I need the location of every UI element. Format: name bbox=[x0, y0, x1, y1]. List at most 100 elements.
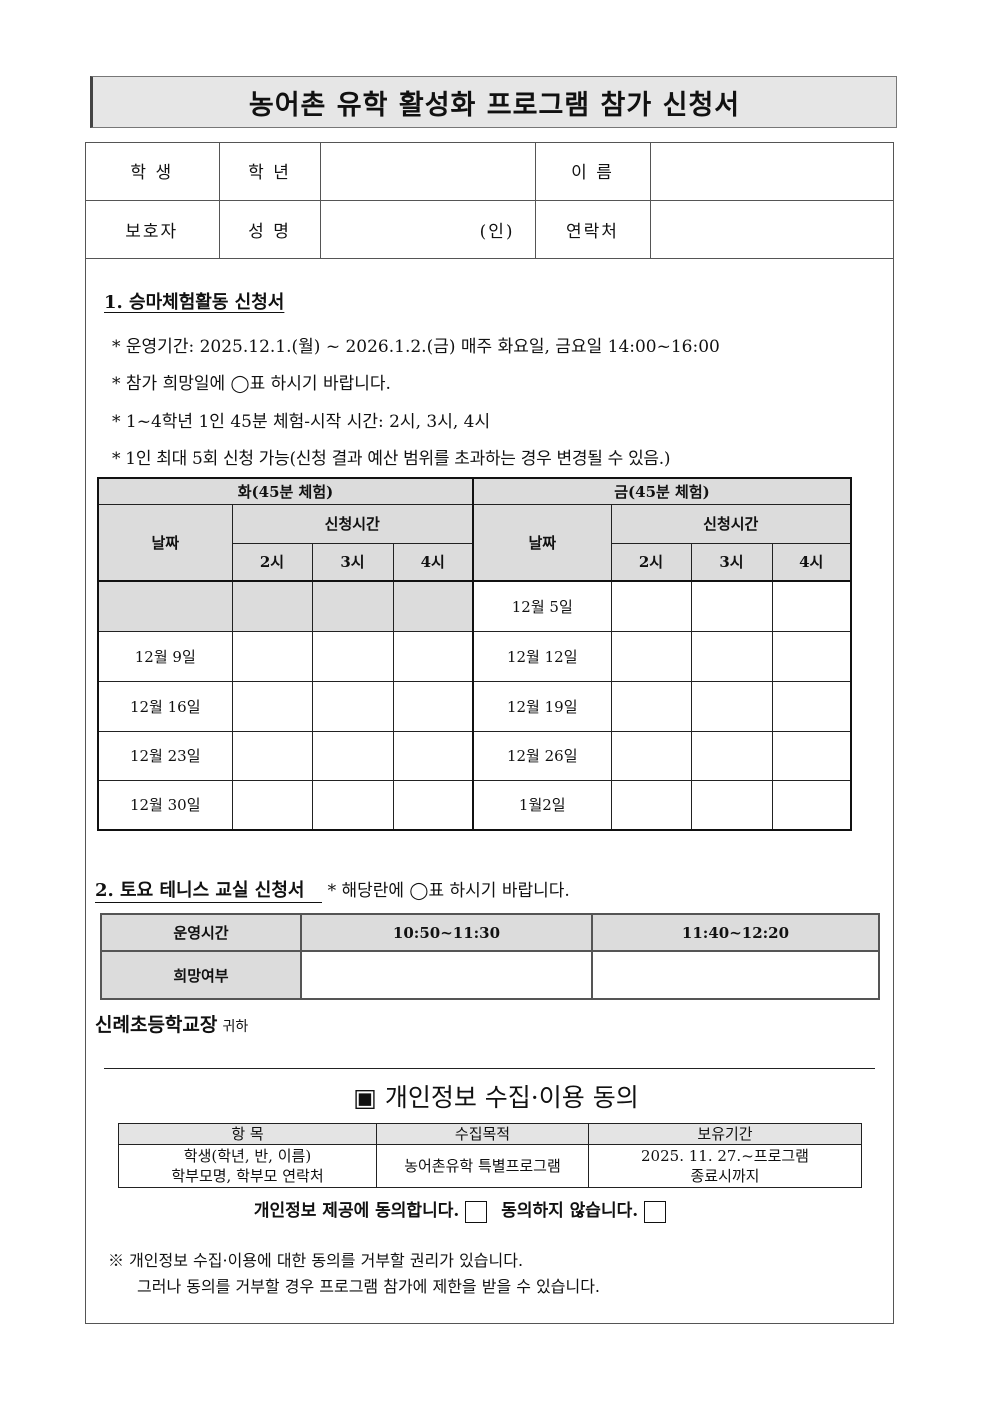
wish-label: 희망여부 bbox=[100, 950, 302, 1000]
tuesday-slot-cell bbox=[392, 580, 474, 632]
name-field[interactable] bbox=[649, 142, 894, 201]
student-label: 학 생 bbox=[85, 142, 220, 201]
friday-slot-cell[interactable] bbox=[610, 730, 692, 781]
tuesday-slot-cell[interactable] bbox=[392, 730, 474, 781]
friday-slot-cell[interactable] bbox=[771, 580, 852, 632]
period-line: 2025. 11. 27.~프로그램 bbox=[641, 1147, 809, 1165]
bullet: * 1~4학년 1인 45분 체험-시작 시간: 2시, 3시, 4시 bbox=[112, 412, 491, 432]
schedule-row: 12월 16일 12월 19일 bbox=[97, 680, 852, 732]
time-2pm: 2시 bbox=[231, 542, 313, 582]
consent-title: ▣ 개인정보 수집·이용 동의 bbox=[353, 1083, 639, 1112]
header-period: 보유기간 bbox=[588, 1123, 862, 1145]
section1-heading: 1. 승마체험활동 신청서 bbox=[104, 292, 285, 313]
tuesday-date: 12월 16일 bbox=[97, 680, 233, 732]
wish-cell-slot-2[interactable] bbox=[591, 950, 880, 1000]
time-3pm: 3시 bbox=[690, 542, 773, 582]
disagree-checkbox[interactable] bbox=[644, 1200, 667, 1223]
tuesday-date: 12월 9일 bbox=[97, 630, 233, 682]
consent-note: 그러나 동의를 거부할 경우 프로그램 참가에 제한을 받을 수 있습니다. bbox=[137, 1277, 601, 1296]
friday-slot-cell[interactable] bbox=[690, 680, 773, 732]
friday-date: 12월 19일 bbox=[472, 680, 612, 732]
time-2pm: 2시 bbox=[610, 542, 692, 582]
tuesday-slot-cell[interactable] bbox=[392, 680, 474, 732]
tuesday-slot-cell[interactable] bbox=[392, 779, 474, 831]
friday-slot-cell[interactable] bbox=[690, 730, 773, 781]
tuesday-slot-cell[interactable] bbox=[231, 630, 313, 682]
tuesday-slot-cell[interactable] bbox=[231, 680, 313, 732]
friday-slot-cell[interactable] bbox=[690, 779, 773, 831]
tuesday-header: 화(45분 체험) bbox=[97, 477, 474, 505]
guardian-name-label: 성 명 bbox=[218, 199, 321, 259]
consent-note: ※ 개인정보 수집·이용에 대한 동의를 거부할 권리가 있습니다. bbox=[108, 1251, 524, 1270]
tuesday-slot-cell[interactable] bbox=[311, 730, 394, 781]
time-4pm: 4시 bbox=[771, 542, 852, 582]
wish-cell-slot-1[interactable] bbox=[300, 950, 593, 1000]
schedule-row: 12월 9일 12월 12일 bbox=[97, 630, 852, 682]
tuesday-slot-cell bbox=[311, 580, 394, 632]
period-cell: 2025. 11. 27.~프로그램 종료시까지 bbox=[588, 1144, 862, 1188]
agree-label: 개인정보 제공에 동의합니다. bbox=[253, 1201, 460, 1221]
tuesday-slot-cell[interactable] bbox=[231, 730, 313, 781]
date-header: 날짜 bbox=[97, 503, 233, 582]
friday-slot-cell[interactable] bbox=[610, 680, 692, 732]
slot-1: 10:50~11:30 bbox=[300, 913, 593, 952]
addressee: 신례초등학교장 bbox=[95, 1014, 218, 1036]
section2-heading: 2. 토요 테니스 교실 신청서 bbox=[95, 876, 323, 903]
purpose-cell: 농어촌유학 특별프로그램 bbox=[376, 1144, 589, 1188]
time-header: 신청시간 bbox=[610, 503, 852, 544]
schedule-row: 12월 5일 bbox=[97, 580, 852, 632]
item-line: 학생(학년, 반, 이름) bbox=[183, 1147, 312, 1165]
header-item: 항 목 bbox=[118, 1123, 377, 1145]
divider bbox=[104, 1068, 875, 1069]
tuesday-date: 12월 30일 bbox=[97, 779, 233, 831]
friday-header: 금(45분 체험) bbox=[472, 477, 852, 505]
operating-time-label: 운영시간 bbox=[100, 913, 302, 952]
friday-slot-cell[interactable] bbox=[771, 730, 852, 781]
time-header: 신청시간 bbox=[231, 503, 474, 544]
page-title: 농어촌 유학 활성화 프로그램 참가 신청서 bbox=[90, 76, 897, 128]
tuesday-slot-cell[interactable] bbox=[231, 779, 313, 831]
tuesday-date bbox=[97, 580, 233, 632]
contact-field[interactable] bbox=[649, 199, 894, 259]
friday-date: 12월 5일 bbox=[472, 580, 612, 632]
grade-field[interactable] bbox=[319, 142, 536, 201]
date-header: 날짜 bbox=[472, 503, 612, 582]
friday-slot-cell[interactable] bbox=[771, 779, 852, 831]
friday-date: 1월2일 bbox=[472, 779, 612, 831]
item-cell: 학생(학년, 반, 이름) 학부모명, 학부모 연락처 bbox=[118, 1144, 377, 1188]
friday-slot-cell[interactable] bbox=[771, 680, 852, 732]
horse-riding-schedule-table: 화(45분 체험) 금(45분 체험) 날짜 신청시간 날짜 신청시간 2시 3… bbox=[97, 477, 852, 831]
friday-date: 12월 26일 bbox=[472, 730, 612, 781]
agree-checkbox[interactable] bbox=[465, 1200, 488, 1223]
friday-slot-cell[interactable] bbox=[690, 630, 773, 682]
grade-label: 학 년 bbox=[218, 142, 321, 201]
applicant-info-table: 학 생 학 년 이 름 보호자 성 명 (인) 연락처 bbox=[85, 142, 894, 259]
tuesday-slot-cell[interactable] bbox=[311, 779, 394, 831]
seal-label: (인) bbox=[479, 221, 515, 242]
friday-slot-cell[interactable] bbox=[690, 580, 773, 632]
bullet: * 운영기간: 2025.12.1.(월) ~ 2026.1.2.(금) 매주 … bbox=[112, 337, 720, 357]
tuesday-slot-cell[interactable] bbox=[311, 680, 394, 732]
addressee-suffix: 귀하 bbox=[222, 1019, 249, 1035]
time-3pm: 3시 bbox=[311, 542, 394, 582]
friday-slot-cell[interactable] bbox=[771, 630, 852, 682]
tuesday-slot-cell[interactable] bbox=[392, 630, 474, 682]
schedule-row: 12월 30일 1월2일 bbox=[97, 779, 852, 831]
friday-slot-cell[interactable] bbox=[610, 630, 692, 682]
disagree-label: 동의하지 않습니다. bbox=[501, 1201, 639, 1221]
tuesday-slot-cell[interactable] bbox=[311, 630, 394, 682]
consent-table: 항 목 수집목적 보유기간 학생(학년, 반, 이름) 학부모명, 학부모 연락처… bbox=[118, 1123, 862, 1188]
header-purpose: 수집목적 bbox=[376, 1123, 589, 1145]
friday-date: 12월 12일 bbox=[472, 630, 612, 682]
guardian-name-field[interactable]: (인) bbox=[319, 199, 536, 259]
tuesday-date: 12월 23일 bbox=[97, 730, 233, 781]
schedule-row: 12월 23일 12월 26일 bbox=[97, 730, 852, 781]
time-4pm: 4시 bbox=[392, 542, 474, 582]
section2-note: * 해당란에 ◯표 하시기 바랍니다. bbox=[327, 881, 570, 901]
name-label: 이 름 bbox=[534, 142, 651, 201]
slot-2: 11:40~12:20 bbox=[591, 913, 880, 952]
friday-slot-cell[interactable] bbox=[610, 580, 692, 632]
guardian-label: 보호자 bbox=[85, 199, 220, 259]
tuesday-slot-cell bbox=[231, 580, 313, 632]
friday-slot-cell[interactable] bbox=[610, 779, 692, 831]
